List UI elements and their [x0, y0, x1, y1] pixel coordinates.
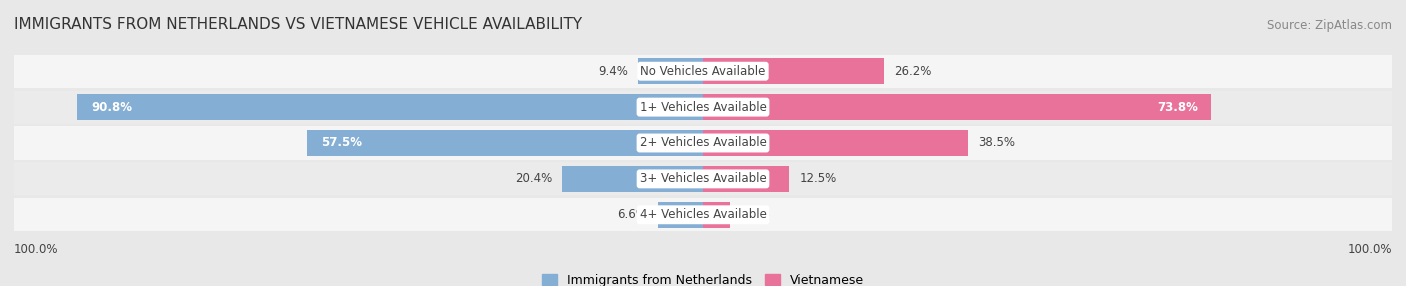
Text: 38.5%: 38.5%: [979, 136, 1015, 150]
Text: No Vehicles Available: No Vehicles Available: [640, 65, 766, 78]
Bar: [14, 91, 1392, 124]
Bar: [658, 202, 703, 228]
Text: 3+ Vehicles Available: 3+ Vehicles Available: [640, 172, 766, 185]
Text: 26.2%: 26.2%: [894, 65, 931, 78]
Bar: [703, 166, 789, 192]
Text: 2+ Vehicles Available: 2+ Vehicles Available: [640, 136, 766, 150]
Bar: [703, 94, 1212, 120]
Bar: [703, 58, 883, 84]
Text: 100.0%: 100.0%: [1347, 243, 1392, 257]
Text: 57.5%: 57.5%: [321, 136, 361, 150]
Text: 6.6%: 6.6%: [617, 208, 647, 221]
Text: 12.5%: 12.5%: [800, 172, 837, 185]
Text: 90.8%: 90.8%: [91, 101, 132, 114]
Bar: [703, 202, 730, 228]
Text: 20.4%: 20.4%: [515, 172, 553, 185]
Bar: [638, 58, 703, 84]
Bar: [703, 130, 969, 156]
Legend: Immigrants from Netherlands, Vietnamese: Immigrants from Netherlands, Vietnamese: [543, 274, 863, 286]
Text: Source: ZipAtlas.com: Source: ZipAtlas.com: [1267, 19, 1392, 32]
Bar: [14, 55, 1392, 88]
Bar: [77, 94, 703, 120]
Text: 73.8%: 73.8%: [1157, 101, 1198, 114]
Text: 4+ Vehicles Available: 4+ Vehicles Available: [640, 208, 766, 221]
Text: 100.0%: 100.0%: [14, 243, 59, 257]
Text: IMMIGRANTS FROM NETHERLANDS VS VIETNAMESE VEHICLE AVAILABILITY: IMMIGRANTS FROM NETHERLANDS VS VIETNAMES…: [14, 17, 582, 32]
Bar: [562, 166, 703, 192]
Bar: [307, 130, 703, 156]
Text: 3.9%: 3.9%: [740, 208, 770, 221]
Text: 9.4%: 9.4%: [598, 65, 628, 78]
Bar: [14, 198, 1392, 231]
Bar: [14, 162, 1392, 195]
Bar: [14, 126, 1392, 160]
Text: 1+ Vehicles Available: 1+ Vehicles Available: [640, 101, 766, 114]
